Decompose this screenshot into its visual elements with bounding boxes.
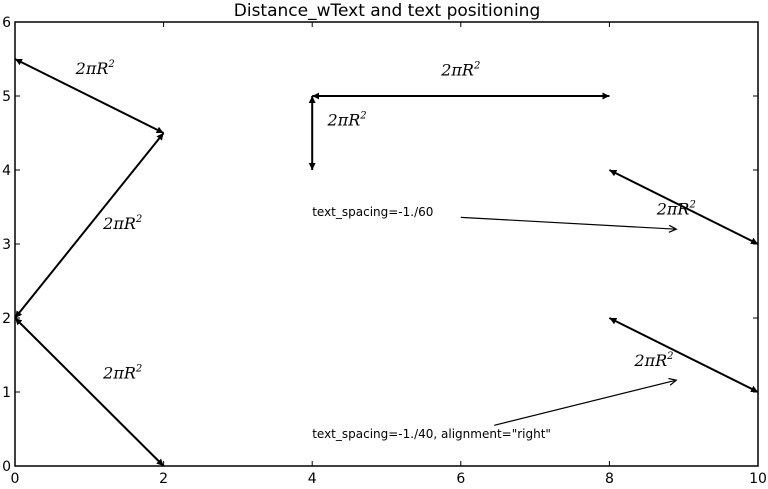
y-tick-label-5: 5 [2,89,11,105]
y-tick-label-1: 1 [2,385,11,401]
distance-label-3: 2πR2 [440,60,480,79]
distance-label-0: 2πR2 [75,59,115,78]
x-tick-label-4: 8 [605,471,614,485]
x-tick-label-2: 4 [308,471,317,485]
plot-frame [14,21,759,467]
annotation-arrow-0 [460,216,677,230]
distance-label-5: 2πR2 [656,199,696,218]
y-tick-label-6: 6 [2,15,11,31]
y-tick-label-2: 2 [2,311,11,327]
y-tick-label-3: 3 [2,237,11,253]
distance-label-1: 2πR2 [102,214,142,233]
chart-title: Distance_wText and text positioning [234,1,541,21]
x-tick-label-0: 0 [11,471,20,485]
annotation-text-0: text_spacing=-1./60 [312,205,433,219]
annotation-arrowhead-1 [668,377,678,386]
annotation-arrow-1 [494,379,677,426]
distance-arrow-6 [608,317,759,393]
y-tick-label-4: 4 [2,163,11,179]
annotation-arrowhead-0 [668,224,678,233]
distance-arrow-1 [14,132,165,319]
annotation-text-1: text_spacing=-1./40, alignment="right" [312,427,551,441]
x-tick-label-5: 10 [749,471,767,485]
distance-label-6: 2πR2 [633,351,673,370]
x-tick-label-3: 6 [456,471,465,485]
y-tick-label-0: 0 [2,459,11,475]
distance-arrow-0 [14,58,165,134]
x-tick-label-1: 2 [159,471,168,485]
distance-arrow-2 [14,317,165,467]
distance-label-4: 2πR2 [327,111,367,130]
distance-arrow-5 [608,169,759,245]
distance-label-2: 2πR2 [102,364,142,383]
